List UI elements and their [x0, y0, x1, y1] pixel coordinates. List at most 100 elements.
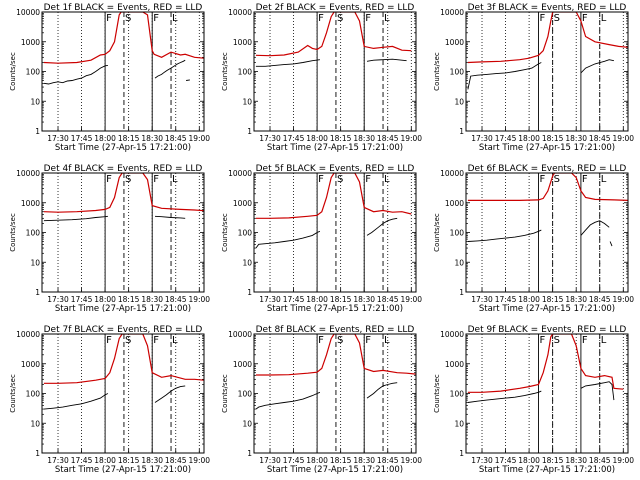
lld-series-line: [467, 12, 628, 64]
marker-label: S: [125, 174, 131, 185]
x-tick-label: 19:00: [400, 134, 422, 143]
y-axis-label: Counts/sec: [433, 52, 441, 91]
panel-title: Det 4f BLACK = Events, RED = LLD: [44, 164, 203, 174]
y-axis-label: Counts/sec: [221, 52, 229, 91]
y-axis-label: Counts/sec: [433, 374, 441, 413]
y-axis-label: Counts/sec: [221, 374, 229, 413]
y-tick-label: 10000: [440, 330, 464, 339]
series-group: [43, 173, 204, 222]
y-tick-label: 100: [26, 390, 41, 399]
x-tick-label: 17:30: [259, 295, 281, 304]
plot-frame: [465, 172, 629, 293]
panel-title: Det 1f BLACK = Events, RED = LLD: [44, 3, 203, 13]
x-tick-label: 19:00: [612, 134, 634, 143]
y-tick-label: 10: [30, 97, 40, 106]
marker-label: L: [384, 13, 390, 24]
x-axis-label: Start Time (27-Apr-15 17:21:00): [267, 465, 403, 475]
y-tick-label: 1000: [21, 38, 40, 47]
y-tick-label: 1000: [21, 199, 40, 208]
marker-label: F: [365, 174, 371, 185]
plot-frame: [41, 11, 205, 132]
y-tick-label: 10000: [16, 330, 40, 339]
x-tick-label: 19:00: [612, 456, 634, 465]
marker-label: F: [318, 174, 324, 185]
x-tick-label: 18:45: [589, 295, 611, 304]
lld-series-line: [43, 173, 204, 213]
x-tick-label: 18:30: [141, 456, 163, 465]
x-tick-label: 18:00: [94, 134, 116, 143]
panel: Det 5f BLACK = Events, RED = LLD 17:30 17:…: [221, 164, 422, 314]
y-tick-label: 10000: [440, 169, 464, 178]
y-tick-label: 100: [238, 68, 253, 77]
panel-title: Det 5f BLACK = Events, RED = LLD: [256, 164, 415, 174]
x-tick-label: 18:30: [353, 134, 375, 143]
x-tick-label: 18:00: [518, 134, 540, 143]
y-tick-label: 1: [35, 127, 40, 136]
marker-label: L: [384, 174, 390, 185]
marker-label: F: [153, 335, 159, 346]
panel-title: Det 9f BLACK = Events, RED = LLD: [468, 325, 627, 335]
marker-label: L: [172, 174, 178, 185]
series-group: [467, 334, 624, 403]
events-series-line: [467, 390, 542, 403]
y-tick-label: 1: [35, 288, 40, 297]
x-tick-label: 19:00: [188, 134, 210, 143]
x-tick-label: 18:15: [542, 456, 564, 465]
x-tick-label: 17:45: [283, 295, 305, 304]
x-tick-label: 17:45: [495, 134, 517, 143]
events-series-line: [186, 79, 190, 81]
plot-frame: [253, 11, 417, 132]
x-tick-label: 18:15: [118, 295, 140, 304]
lld-series-line: [467, 173, 628, 201]
y-tick-label: 10000: [16, 8, 40, 17]
x-tick-label: 18:45: [377, 295, 399, 304]
marker-label: F: [540, 335, 546, 346]
plot-frame: [465, 333, 629, 454]
y-tick-label: 1000: [233, 360, 252, 369]
marker-label: F: [582, 174, 588, 185]
lld-series-line: [43, 12, 204, 64]
panel: Det 9f BLACK = Events, RED = LLD 17:30 17:…: [433, 325, 634, 475]
y-tick-label: 1000: [445, 360, 464, 369]
y-tick-label: 10: [454, 97, 464, 106]
x-tick-label: 18:45: [165, 456, 187, 465]
y-tick-label: 100: [26, 68, 41, 77]
events-series-line: [580, 381, 615, 401]
x-tick-label: 17:30: [259, 134, 281, 143]
x-tick-label: 18:45: [165, 295, 187, 304]
series-group: [255, 173, 412, 249]
x-tick-label: 18:15: [542, 295, 564, 304]
y-tick-label: 10000: [228, 169, 252, 178]
marker-label: F: [106, 174, 112, 185]
y-tick-label: 10: [242, 258, 252, 267]
marker-label: S: [554, 13, 560, 24]
series-group: [43, 334, 204, 410]
panel: Det 6f BLACK = Events, RED = LLD 17:30 17:…: [433, 164, 634, 314]
x-tick-label: 18:45: [377, 456, 399, 465]
marker-label: L: [172, 335, 178, 346]
x-axis-label: Start Time (27-Apr-15 17:21:00): [267, 304, 403, 314]
plot-frame: [41, 172, 205, 293]
series-group: [467, 12, 628, 90]
x-tick-label: 19:00: [188, 295, 210, 304]
marker-label: S: [337, 13, 343, 24]
lld-series-line: [255, 334, 416, 376]
y-tick-label: 1: [35, 449, 40, 458]
events-series-line: [154, 59, 186, 79]
series-group: [43, 12, 204, 85]
marker-label: F: [153, 13, 159, 24]
y-tick-label: 10: [454, 258, 464, 267]
x-tick-label: 17:30: [47, 295, 69, 304]
panel-title: Det 8f BLACK = Events, RED = LLD: [256, 325, 415, 335]
y-axis-label: Counts/sec: [433, 213, 441, 252]
marker-label: F: [582, 335, 588, 346]
x-tick-label: 18:30: [141, 134, 163, 143]
events-series-line: [43, 393, 109, 410]
y-tick-label: 10000: [16, 169, 40, 178]
series-group: [467, 173, 628, 247]
x-tick-label: 18:30: [353, 456, 375, 465]
marker-label: F: [365, 13, 371, 24]
y-axis-label: Counts/sec: [221, 213, 229, 252]
x-tick-label: 18:45: [165, 134, 187, 143]
y-tick-label: 10000: [440, 8, 464, 17]
